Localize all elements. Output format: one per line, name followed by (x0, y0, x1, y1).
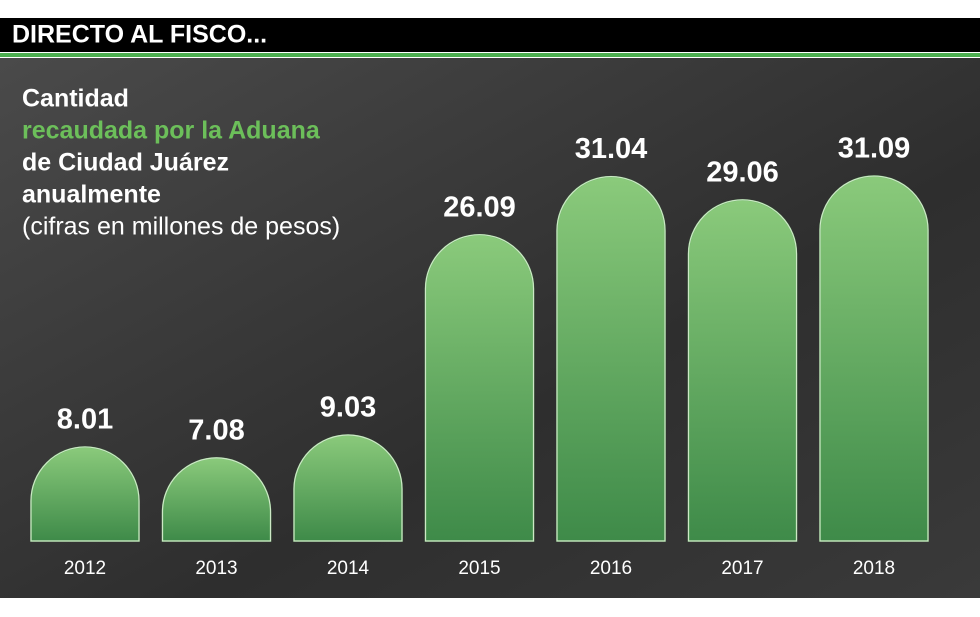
subtitle: (cifras en millones de pesos) (22, 213, 340, 241)
bar-outline (293, 434, 403, 542)
value-label: 31.04 (575, 133, 648, 165)
bar-outline (161, 457, 272, 542)
value-label: 29.06 (706, 156, 779, 188)
x-tick-label: 2012 (64, 558, 106, 579)
bar-outline (556, 175, 666, 542)
value-label: 9.03 (320, 392, 376, 424)
subtitle: Cantidad (22, 85, 129, 113)
bar-outline (819, 175, 929, 542)
header-rule (0, 53, 980, 57)
value-label: 7.08 (188, 415, 244, 447)
header-bar (0, 18, 980, 52)
x-tick-label: 2016 (590, 558, 632, 579)
bar-outline (424, 234, 535, 542)
subtitle: anualmente (22, 181, 161, 209)
bar (556, 175, 666, 542)
x-tick-label: 2017 (721, 558, 763, 579)
x-tick-label: 2013 (195, 558, 237, 579)
value-label: 31.09 (838, 133, 911, 165)
x-tick-label: 2015 (458, 558, 500, 579)
x-tick-label: 2018 (853, 558, 895, 579)
bar (819, 175, 929, 542)
bar-outline (687, 199, 798, 542)
value-label: 26.09 (443, 191, 516, 223)
bar-outline (30, 446, 140, 542)
value-label: 8.01 (57, 404, 113, 436)
bar (687, 199, 798, 542)
subtitle: recaudada por la Aduana (22, 117, 321, 145)
chart-title: DIRECTO AL FISCO... (12, 21, 267, 49)
bar (424, 233, 535, 542)
subtitle: de Ciudad Juárez (22, 149, 229, 177)
x-tick-label: 2014 (327, 558, 370, 579)
